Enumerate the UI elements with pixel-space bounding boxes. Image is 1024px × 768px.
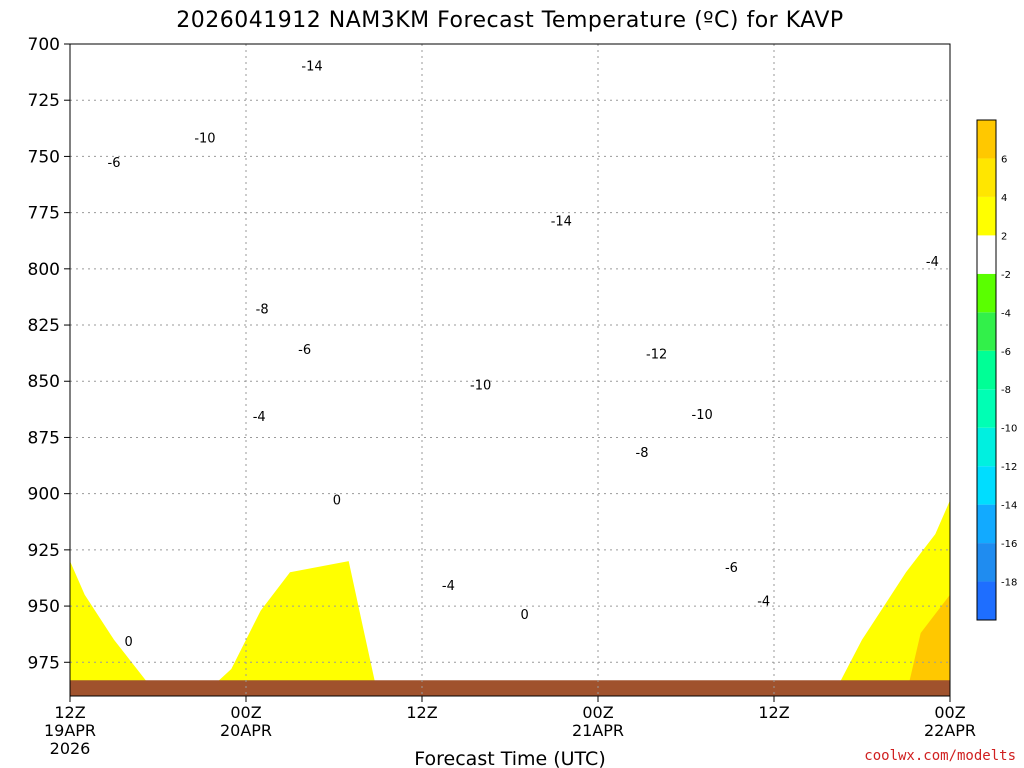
colorbar-tick-label: -2 [1001, 270, 1011, 281]
plot-frame [69, 43, 951, 697]
colorbar-tick-label: -6 [1001, 347, 1011, 358]
x-tick-label: 20APR [220, 721, 272, 740]
y-tick-label: 750 [28, 147, 60, 167]
y-tick-label: 975 [28, 653, 60, 673]
colorbar-tick-label: -8 [1001, 385, 1011, 396]
chart-title: 2026041912 NAM3KM Forecast Temperature (… [176, 8, 843, 33]
contour-label: -12 [646, 347, 667, 362]
colorbar-tick-label: -10 [1001, 424, 1017, 435]
contour-label: -14 [551, 215, 572, 230]
contour-label: -10 [470, 379, 491, 394]
x-tick-label: 12Z [758, 703, 789, 722]
region-warm-low-level-day1 [70, 561, 378, 696]
x-tick-label: 2026 [50, 739, 91, 758]
contour-label: 0 [521, 608, 529, 623]
contour-label: -4 [757, 595, 770, 610]
contour-label: -4 [253, 410, 266, 425]
y-tick-label: 825 [28, 316, 60, 336]
colorbar-swatch [977, 312, 996, 351]
y-tick-label: 850 [28, 372, 60, 392]
x-tick-label: 00Z [230, 703, 261, 722]
colorbar-swatch [977, 389, 996, 428]
plot-area: -14 -10 -6 -14 -4 -8 -6 -12 -10 -4 -10 -8 0 -6 -4 -4 0 0 [69, 43, 951, 697]
x-tick-label: 00Z [582, 703, 613, 722]
contour-label: -8 [636, 446, 649, 461]
colorbar-swatch [977, 120, 996, 159]
colorbar-swatch [977, 466, 996, 505]
colorbar-tick-label: 6 [1001, 154, 1007, 165]
colorbar-tick-label: -16 [1001, 539, 1017, 550]
y-tick-label: 775 [28, 204, 60, 224]
credit-text[interactable]: coolwx.com/modelts [864, 748, 1016, 764]
contour-label: -10 [692, 408, 713, 423]
colorbar-swatch [977, 273, 996, 313]
x-tick-label: 21APR [572, 721, 624, 740]
y-tick-label: 800 [28, 260, 60, 280]
colorbar-swatch [977, 543, 996, 582]
contour-label: 0 [125, 635, 133, 650]
x-tick-label: 19APR [44, 721, 96, 740]
x-tick-label: 12Z [54, 703, 85, 722]
contour-label: -14 [301, 59, 322, 74]
colorbar-tick-label: -12 [1001, 462, 1017, 473]
contour-label: 0 [333, 493, 341, 508]
contour-label: -4 [926, 255, 939, 270]
contour-label: -10 [194, 131, 215, 146]
colorbar-swatch [977, 158, 996, 197]
x-tick-label: 22APR [924, 721, 976, 740]
contour-label: -8 [256, 302, 269, 317]
y-tick-label: 700 [28, 35, 60, 55]
y-tick-label: 875 [28, 428, 60, 448]
colorbar-frame [976, 119, 997, 621]
y-tick-label: 900 [28, 485, 60, 505]
contour-label: -4 [442, 579, 455, 594]
y-tick-label: 725 [28, 91, 60, 111]
colorbar-tick-label: -14 [1001, 501, 1017, 512]
colorbar-swatch [977, 196, 996, 236]
colorbar-tick-label: -4 [1001, 308, 1011, 319]
plot-background [70, 44, 950, 696]
colorbar-swatch [977, 504, 996, 544]
colorbar-swatch [977, 427, 996, 467]
colorbar-swatch [977, 350, 996, 390]
terrain-band [70, 680, 950, 696]
contour-label: -6 [298, 343, 311, 358]
y-tick-label: 925 [28, 541, 60, 561]
x-axis-label: Forecast Time (UTC) [414, 748, 605, 768]
y-tick-label: 950 [28, 597, 60, 617]
contour-label: -6 [108, 156, 121, 171]
colorbar-swatch [977, 235, 996, 274]
x-tick-label: 12Z [406, 703, 437, 722]
colorbar-tick-label: 2 [1001, 231, 1007, 242]
region-warm-core [906, 594, 950, 696]
colorbar-tick-label: -18 [1001, 578, 1017, 589]
colorbar-tick-label: 4 [1001, 193, 1007, 204]
contour-label: -6 [725, 561, 738, 576]
x-tick-label: 00Z [934, 703, 965, 722]
colorbar-swatch [977, 581, 996, 620]
